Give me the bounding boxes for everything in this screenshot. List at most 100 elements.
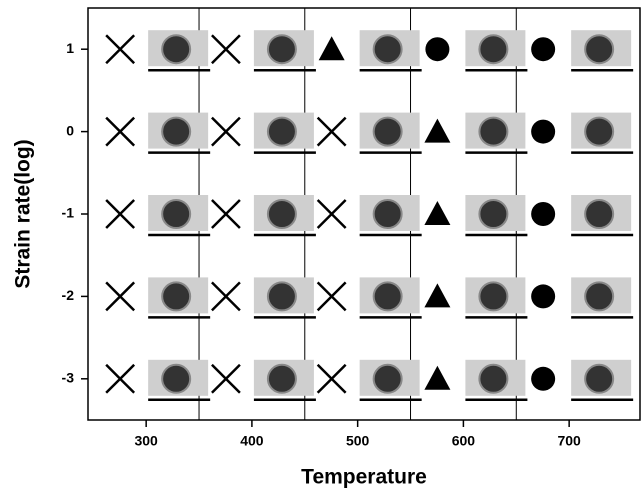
sample-photo	[571, 30, 634, 72]
sample-photo	[359, 30, 422, 72]
x-stroke	[105, 363, 136, 394]
x-marker	[105, 281, 136, 312]
x-stroke	[316, 363, 347, 394]
sample-photo	[571, 277, 634, 319]
sample-photo	[148, 359, 211, 402]
sample-photo	[359, 359, 422, 402]
sample-disc	[266, 363, 297, 394]
x-marker	[211, 281, 241, 312]
x-stroke	[105, 116, 136, 147]
x-tick-label: 600	[452, 433, 476, 449]
sample-disc	[161, 281, 192, 312]
sample-photo	[148, 277, 211, 319]
sample-disc	[161, 116, 192, 147]
sample-photo	[148, 195, 211, 237]
sample-photo	[465, 30, 528, 72]
y-tick-label: 0	[66, 122, 74, 138]
triangle-marker	[424, 118, 451, 143]
sample-disc	[584, 363, 615, 394]
x-marker	[211, 363, 241, 394]
x-stroke	[316, 116, 347, 147]
sample-disc	[161, 363, 192, 394]
triangle-marker	[318, 36, 345, 61]
sample-photo	[253, 359, 316, 402]
y-tick-label: -1	[62, 205, 75, 221]
sample-photo	[148, 30, 211, 72]
x-tick-label: 300	[134, 433, 158, 449]
sample-disc	[372, 363, 403, 394]
sample-disc	[478, 281, 509, 312]
x-stroke	[105, 199, 136, 229]
x-stroke	[211, 34, 241, 65]
x-marker	[316, 199, 347, 229]
x-stroke	[316, 199, 347, 229]
x-marker	[105, 116, 136, 147]
sample-photo	[359, 195, 422, 237]
x-stroke	[316, 281, 347, 312]
sample-disc	[266, 116, 297, 147]
x-axis-title: Temperature	[301, 466, 427, 489]
circle-marker	[531, 119, 556, 144]
x-marker	[316, 363, 347, 394]
circle-marker	[531, 202, 556, 226]
sample-disc	[584, 199, 615, 229]
triangle-marker	[424, 365, 451, 390]
sample-photo	[359, 277, 422, 319]
x-marker	[211, 199, 241, 229]
sample-photo	[465, 112, 528, 154]
sample-disc	[372, 281, 403, 312]
sample-disc	[161, 34, 192, 65]
circle-marker	[531, 366, 556, 391]
sample-photo	[253, 30, 316, 72]
circle-marker	[531, 37, 556, 62]
y-tick-label: 1	[66, 40, 74, 56]
x-stroke	[211, 199, 241, 229]
x-stroke	[211, 281, 241, 312]
x-tick-label: 400	[240, 433, 264, 449]
y-axis-title: Strain rate(log)	[12, 139, 35, 288]
sample-disc	[372, 116, 403, 147]
sample-disc	[478, 199, 509, 229]
x-tick-label: 700	[557, 433, 581, 449]
x-marker	[211, 116, 241, 147]
triangle-marker	[424, 283, 451, 308]
x-marker	[105, 363, 136, 394]
sample-disc	[372, 199, 403, 229]
sample-photo	[465, 195, 528, 237]
circle-marker	[531, 284, 556, 309]
sample-disc	[584, 34, 615, 65]
sample-photo	[359, 112, 422, 154]
sample-disc	[478, 116, 509, 147]
x-marker	[316, 281, 347, 312]
sample-disc	[584, 281, 615, 312]
sample-photo	[571, 195, 634, 237]
y-tick-label: -3	[62, 370, 75, 386]
x-stroke	[105, 34, 136, 65]
sample-photo	[253, 277, 316, 319]
x-marker	[105, 34, 136, 65]
sample-photo	[465, 277, 528, 319]
x-marker	[211, 34, 241, 65]
y-tick-label: -2	[62, 287, 75, 303]
sample-disc	[161, 199, 192, 229]
x-stroke	[211, 116, 241, 147]
sample-disc	[372, 34, 403, 65]
sample-disc	[584, 116, 615, 147]
circle-marker	[425, 37, 450, 62]
x-marker	[316, 116, 347, 147]
x-marker	[105, 199, 136, 229]
x-stroke	[211, 363, 241, 394]
sample-disc	[266, 199, 297, 229]
sample-disc	[478, 363, 509, 394]
sample-photo	[148, 112, 211, 154]
sample-photo	[465, 359, 528, 402]
triangle-marker	[424, 201, 451, 225]
sample-disc	[478, 34, 509, 65]
x-tick-label: 500	[346, 433, 370, 449]
sample-photo	[571, 359, 634, 402]
sample-photo	[253, 112, 316, 154]
x-stroke	[105, 281, 136, 312]
sample-photo	[253, 195, 316, 237]
sample-disc	[266, 281, 297, 312]
